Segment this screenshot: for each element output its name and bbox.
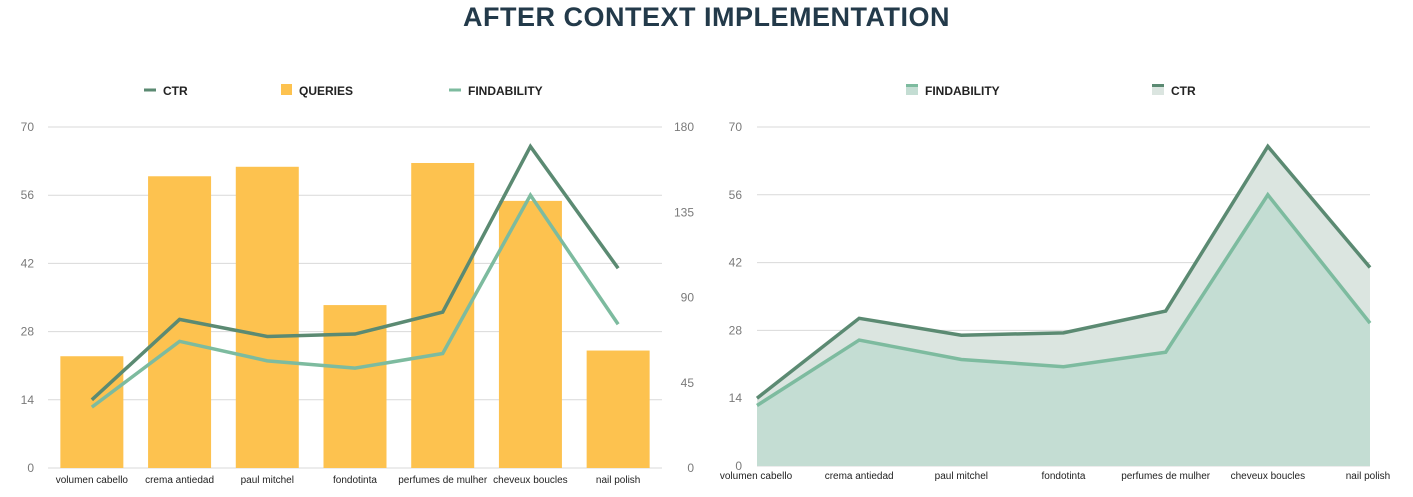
left-axis-tick: 14 bbox=[21, 393, 35, 407]
left-axis-tick: 0 bbox=[735, 459, 742, 473]
legend-label-queries: QUERIES bbox=[299, 84, 353, 98]
left-axis-tick: 56 bbox=[729, 188, 743, 202]
x-axis-label: cheveux boucles bbox=[1231, 471, 1306, 482]
queries-bar bbox=[60, 356, 124, 468]
right-axis-tick: 135 bbox=[674, 205, 694, 219]
x-axis-label: volumen cabello bbox=[56, 475, 129, 486]
x-axis-label: nail polish bbox=[1346, 471, 1390, 482]
queries-bar bbox=[586, 350, 650, 468]
left-combo-chart: 0 14 28 42 56 70 0 45 90 135 180 volumen cabello cre… bbox=[21, 84, 695, 486]
x-axis-label: paul mitchel bbox=[241, 475, 294, 486]
x-axis-label: paul mitchel bbox=[935, 471, 988, 482]
legend-label-ctr: CTR bbox=[1171, 84, 1196, 98]
x-axis-label: nail polish bbox=[596, 475, 640, 486]
legend-swatch-ctr bbox=[1152, 84, 1164, 95]
left-axis-tick: 14 bbox=[729, 391, 743, 405]
queries-bar bbox=[498, 200, 562, 468]
findability-area bbox=[757, 194, 1370, 467]
legend-swatch-queries bbox=[281, 84, 292, 95]
right-axis-tick: 45 bbox=[681, 376, 695, 390]
right-axis-tick: 180 bbox=[674, 120, 694, 134]
x-axis-label: perfumes de mulher bbox=[398, 475, 488, 486]
legend-label-findability: FINDABILITY bbox=[925, 84, 1000, 98]
findability-line bbox=[90, 191, 620, 409]
right-axis-tick: 90 bbox=[681, 291, 695, 305]
x-axis-label: fondotinta bbox=[333, 475, 377, 486]
left-axis-tick: 0 bbox=[27, 461, 34, 475]
left-axis-tick: 28 bbox=[729, 323, 743, 337]
findability-line bbox=[756, 191, 1372, 407]
left-axis-tick: 56 bbox=[21, 188, 35, 202]
x-axis-label: cheveux boucles bbox=[493, 475, 568, 486]
x-axis-label: crema antiedad bbox=[145, 475, 214, 486]
legend-label-ctr: CTR bbox=[163, 84, 188, 98]
page-title: AFTER CONTEXT IMPLEMENTATION bbox=[463, 2, 950, 32]
queries-bar bbox=[235, 166, 299, 469]
right-axis-tick: 0 bbox=[687, 461, 694, 475]
ctr-line bbox=[755, 143, 1372, 400]
queries-bar bbox=[323, 305, 387, 468]
left-axis-tick: 42 bbox=[729, 256, 743, 270]
left-axis-tick: 28 bbox=[21, 325, 35, 339]
x-axis-label: perfumes de mulher bbox=[1121, 471, 1211, 482]
left-axis-tick: 70 bbox=[21, 120, 35, 134]
x-axis-label: crema antiedad bbox=[825, 471, 894, 482]
x-axis-label: fondotinta bbox=[1042, 471, 1086, 482]
legend-swatch-findability bbox=[906, 84, 918, 95]
left-axis-tick: 70 bbox=[729, 120, 743, 134]
ctr-line bbox=[90, 143, 620, 402]
left-axis-tick: 42 bbox=[21, 256, 35, 270]
legend-label-findability: FINDABILITY bbox=[468, 84, 543, 98]
right-area-chart: 0 14 28 42 56 70 volumen cabello crema antiedad… bbox=[720, 84, 1390, 482]
x-axis-label: volumen cabello bbox=[720, 471, 793, 482]
